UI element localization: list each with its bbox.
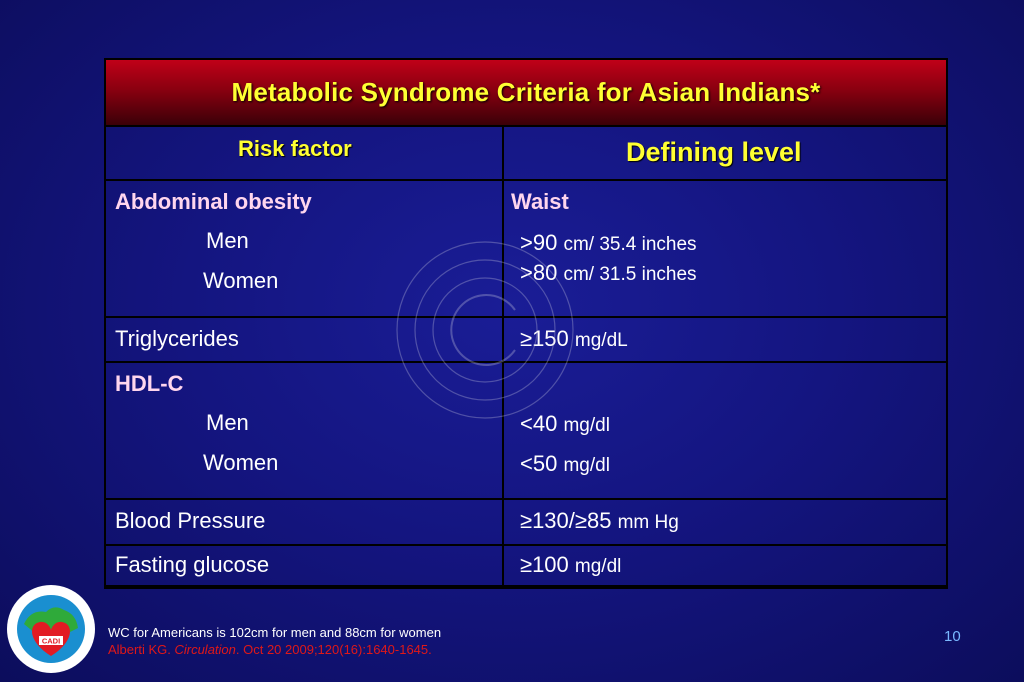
footnote-wc: WC for Americans is 102cm for men and 88… bbox=[108, 625, 442, 640]
blood-pressure-label: Blood Pressure bbox=[115, 508, 266, 533]
triglycerides-label: Triglycerides bbox=[115, 326, 239, 351]
row-fasting-glucose: Fasting glucose ≥100 mg/dl bbox=[106, 546, 946, 587]
table-title: Metabolic Syndrome Criteria for Asian In… bbox=[231, 77, 821, 107]
header-row: Risk factor Defining level bbox=[106, 127, 946, 181]
hdl-men-value: <40 mg/dl bbox=[520, 411, 610, 436]
abdominal-women-label: Women bbox=[203, 268, 279, 293]
fasting-glucose-value: ≥100 mg/dl bbox=[520, 552, 622, 577]
hdl-label: HDL-C bbox=[115, 371, 184, 396]
waist-men-value: >90 cm/ 35.4 inches bbox=[520, 230, 697, 255]
page-number: 10 bbox=[944, 628, 961, 645]
row-abdominal-obesity: Abdominal obesity Men Women Waist >90 cm… bbox=[106, 181, 946, 318]
cadi-logo-icon: CADI bbox=[7, 585, 95, 673]
fasting-glucose-label: Fasting glucose bbox=[115, 552, 270, 577]
hdl-women-label: Women bbox=[203, 450, 279, 475]
row-hdl-c: HDL-C Men Women <40 mg/dl <50 mg/dl bbox=[106, 363, 946, 500]
footnote-citation: Alberti KG. Circulation. Oct 20 2009;120… bbox=[108, 642, 432, 657]
row-triglycerides: Triglycerides ≥150 mg/dL bbox=[106, 318, 946, 363]
row-blood-pressure: Blood Pressure ≥130/≥85 mm Hg bbox=[106, 500, 946, 546]
header-defining-level: Defining level bbox=[626, 137, 802, 167]
waist-women-value: >80 cm/ 31.5 inches bbox=[520, 260, 697, 285]
hdl-women-value: <50 mg/dl bbox=[520, 451, 610, 476]
abdominal-men-label: Men bbox=[206, 228, 249, 253]
criteria-table: Metabolic Syndrome Criteria for Asian In… bbox=[104, 58, 948, 589]
abdominal-obesity-label: Abdominal obesity bbox=[115, 189, 312, 214]
column-divider bbox=[502, 127, 504, 587]
hdl-men-label: Men bbox=[206, 410, 249, 435]
header-risk-factor: Risk factor bbox=[238, 136, 352, 161]
blood-pressure-value: ≥130/≥85 mm Hg bbox=[520, 508, 679, 533]
svg-text:CADI: CADI bbox=[42, 637, 60, 646]
triglycerides-value: ≥150 mg/dL bbox=[520, 326, 628, 351]
waist-label: Waist bbox=[511, 189, 569, 214]
title-bar: Metabolic Syndrome Criteria for Asian In… bbox=[106, 60, 946, 127]
